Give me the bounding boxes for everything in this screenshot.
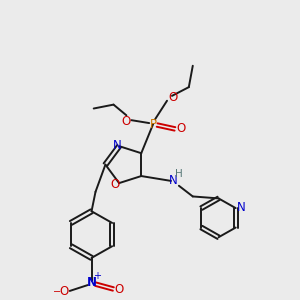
Text: O: O (176, 122, 185, 135)
Text: −: − (53, 287, 61, 297)
Text: O: O (168, 91, 178, 104)
Text: N: N (169, 174, 177, 188)
Text: N: N (237, 201, 246, 214)
Text: O: O (59, 285, 68, 298)
Text: O: O (115, 284, 124, 296)
Text: P: P (150, 118, 157, 130)
Text: H: H (175, 169, 183, 179)
Text: +: + (94, 272, 101, 281)
Text: O: O (110, 178, 120, 190)
Text: N: N (113, 139, 122, 152)
Text: N: N (86, 276, 97, 289)
Text: O: O (122, 115, 131, 128)
